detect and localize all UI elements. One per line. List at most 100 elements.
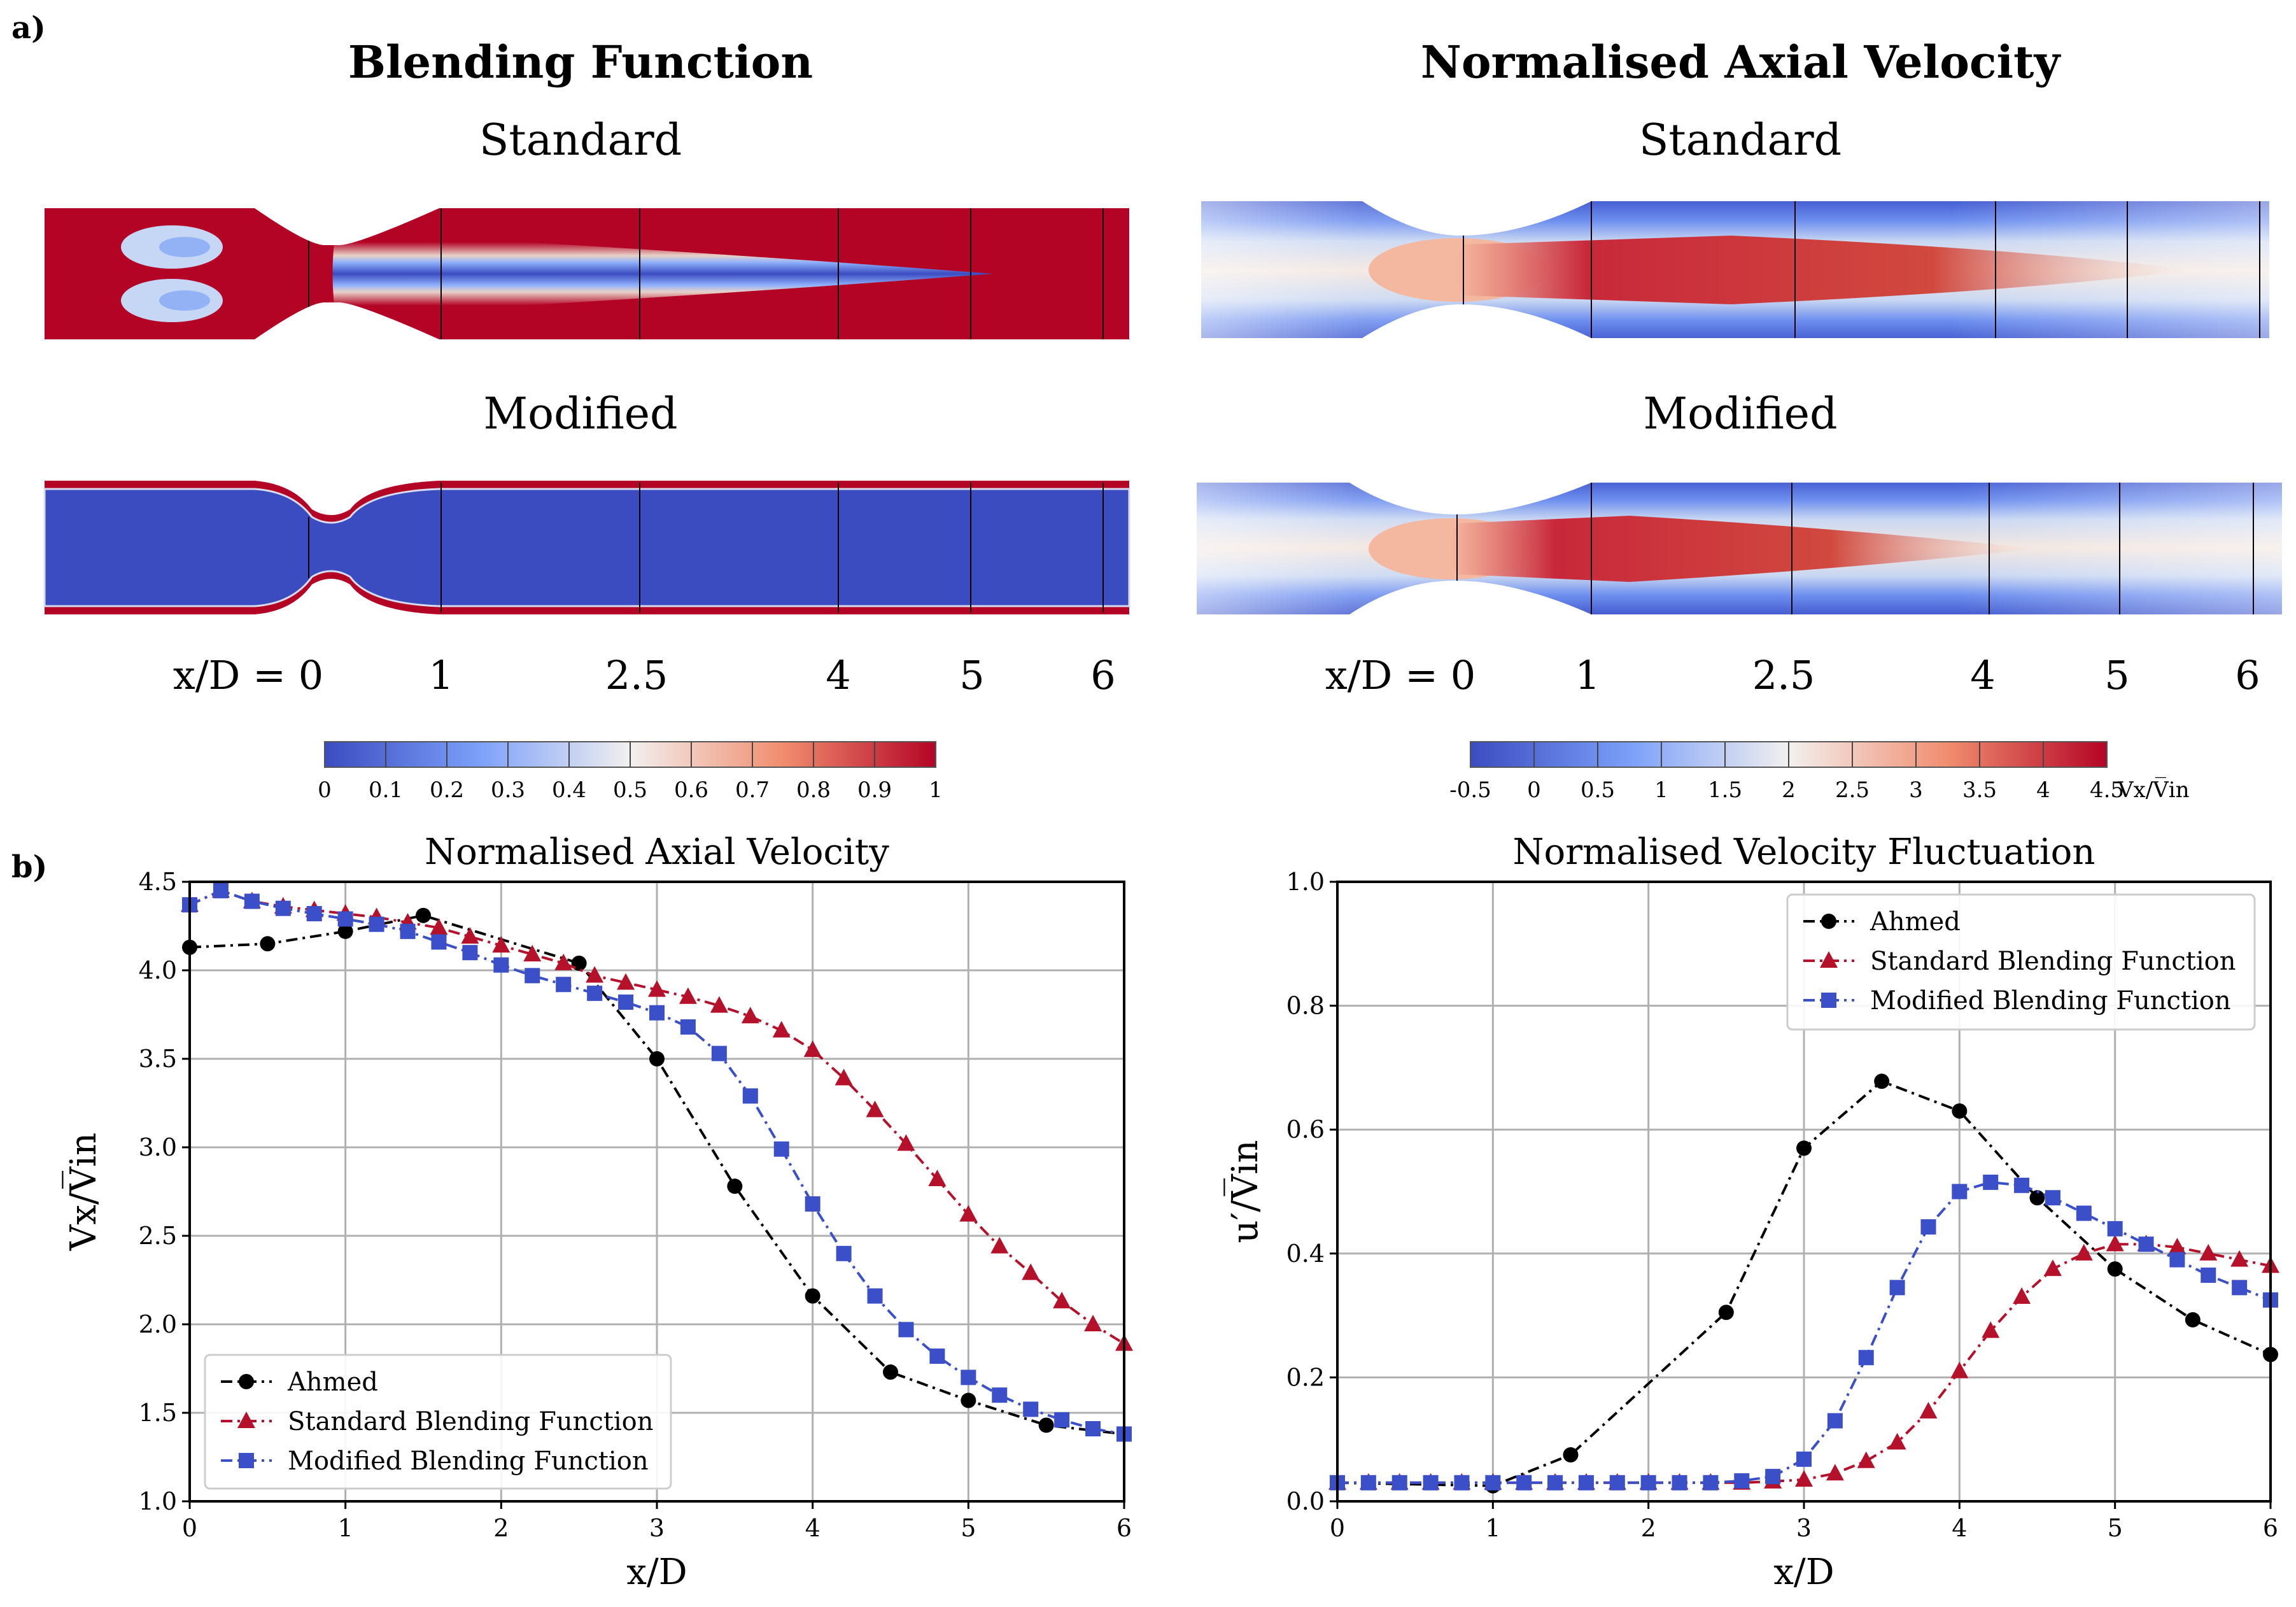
data-point <box>648 980 666 997</box>
colorbar-tick-label: 0.5 <box>613 777 647 803</box>
y-tick-label: 0.4 <box>1286 1240 1325 1268</box>
colorbar-tick-label: 0.1 <box>369 777 403 803</box>
velocity-line-chart: 0 1 2 3 4 5 6 1.0 1.5 2.0 2.5 3.0 3.5 4.0 4.5 Normalise… <box>62 832 1133 1593</box>
data-point <box>461 927 479 944</box>
blending-modified-contour <box>43 481 1130 614</box>
x-tick-label: 2 <box>1641 1514 1656 1542</box>
legend-marker <box>1820 951 1838 968</box>
data-point <box>1672 1475 1687 1490</box>
data-point <box>523 944 542 961</box>
section-label: x/D = 0 <box>1325 652 1475 698</box>
colorbar-tick-label: -0.5 <box>1449 777 1491 803</box>
data-point <box>773 1141 789 1157</box>
colorbar-tick-label: 1 <box>1654 777 1668 803</box>
x-tick-label: 2 <box>493 1514 509 1542</box>
data-point <box>275 900 291 916</box>
section-label: 4 <box>1970 652 1995 698</box>
blending-title: Blending Function <box>348 36 813 88</box>
y-tick-label: 0.6 <box>1286 1115 1325 1143</box>
data-point <box>2168 1238 2187 1255</box>
data-point <box>1874 1073 1890 1089</box>
chart-title: Normalised Velocity Fluctuation <box>1513 832 2095 873</box>
velocity-modified-label: Modified <box>1644 389 1838 439</box>
x-tick-label: 6 <box>2263 1514 2278 1542</box>
data-point <box>400 923 416 939</box>
data-point <box>430 918 448 935</box>
y-tick-label: 2.0 <box>139 1310 177 1338</box>
colorbar-tick-label: 2.5 <box>1835 777 1870 803</box>
blending-modified-label: Modified <box>484 389 678 439</box>
data-point <box>2106 1235 2124 1252</box>
data-point <box>897 1134 915 1151</box>
data-point <box>2029 1190 2045 1206</box>
data-point <box>2232 1280 2248 1296</box>
data-point <box>1920 1219 1936 1235</box>
data-point <box>1391 1475 1407 1490</box>
series-modified-blending-function <box>182 882 1132 1442</box>
section-label: 6 <box>2235 652 2260 698</box>
data-point <box>990 1236 1009 1254</box>
section-label: 1 <box>428 652 453 698</box>
data-point <box>337 923 353 939</box>
series-modified-blending-function <box>1330 1174 2278 1490</box>
legend-label: Standard Blending Function <box>1870 947 2236 976</box>
data-point <box>1826 1464 1844 1481</box>
velocity-standard-label: Standard <box>1639 115 1842 166</box>
data-point <box>1485 1475 1501 1490</box>
legend-box <box>204 1354 672 1490</box>
data-point <box>1888 1433 1906 1450</box>
data-point <box>2199 1243 2218 1261</box>
data-point <box>462 945 478 961</box>
legend-marker <box>1821 993 1836 1008</box>
data-point <box>680 1019 696 1035</box>
colorbar-tick-label: 0.9 <box>857 777 892 803</box>
y-tick-label: 2.5 <box>139 1222 177 1250</box>
data-point <box>1609 1475 1625 1490</box>
data-point <box>1022 1263 1040 1280</box>
data-point <box>992 1387 1008 1403</box>
velocity-standard-contour <box>1201 201 2269 338</box>
section-label: 5 <box>2104 652 2129 698</box>
colorbar-tick-label: 0.4 <box>552 777 586 803</box>
blending-section-labels: x/D = 0 1 2.5 4 5 6 <box>173 652 1116 698</box>
colorbar-tick-label: 0 <box>318 777 332 803</box>
data-point <box>2043 1259 2062 1277</box>
data-point <box>2045 1190 2060 1206</box>
panel-label-a: a) <box>11 10 46 46</box>
colorbar-tick-label: 3.5 <box>1962 777 1997 803</box>
data-point <box>554 953 573 970</box>
data-point <box>1950 1361 1969 1378</box>
data-point <box>961 1392 976 1408</box>
x-tick-label: 4 <box>805 1514 821 1542</box>
data-point <box>1734 1473 1750 1489</box>
data-point <box>1857 1451 1875 1468</box>
data-point <box>1952 1184 1968 1200</box>
colorbar-tick-label: 0.8 <box>796 777 831 803</box>
data-point <box>525 968 540 984</box>
data-point <box>260 936 276 952</box>
x-tick-label: 0 <box>1330 1514 1345 1542</box>
data-point <box>1796 1140 1812 1156</box>
x-tick-label: 1 <box>1485 1514 1500 1542</box>
data-point <box>2138 1236 2154 1252</box>
data-point <box>431 934 447 950</box>
data-point <box>727 1179 743 1194</box>
colorbar-tick-label: 4 <box>2036 777 2050 803</box>
velocity-title: Normalised Axial Velocity <box>1421 36 2062 88</box>
legend: Ahmed Standard Blending Function Modified … <box>1786 893 2256 1031</box>
data-point <box>2230 1250 2249 1267</box>
legend-marker <box>1821 914 1836 929</box>
blending-standard-contour <box>45 208 1129 339</box>
velocity-colorbar: -0.5 0 0.5 1 1.5 2 2.5 3 3.5 4 4.5 Vx/V̅in <box>1449 741 2190 803</box>
y-tick-label: 0.2 <box>1286 1363 1325 1391</box>
velocity-section-labels: x/D = 0 1 2.5 4 5 6 <box>1325 652 2260 698</box>
data-point <box>1718 1305 1734 1320</box>
data-point <box>836 1245 852 1261</box>
x-tick-label: 5 <box>2108 1514 2123 1542</box>
data-point <box>1578 1475 1594 1490</box>
data-point <box>2013 1287 2031 1304</box>
colorbar-tick-label: 0.3 <box>491 777 525 803</box>
data-point <box>2107 1261 2123 1277</box>
colorbar-tick-label: 3 <box>1909 777 1923 803</box>
y-axis-label: u′/V̅in <box>1223 1140 1266 1243</box>
